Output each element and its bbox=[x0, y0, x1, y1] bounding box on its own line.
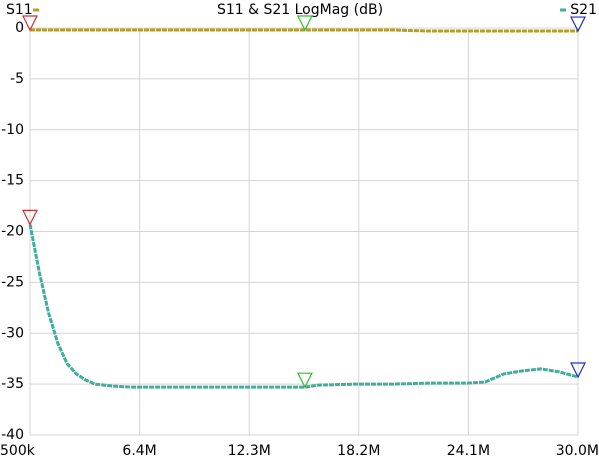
y-tick-label: -10 bbox=[1, 122, 24, 138]
x-tick-label: 18.2M bbox=[337, 443, 380, 459]
x-tick-label: 24.1M bbox=[447, 443, 490, 459]
series-line bbox=[28, 224, 579, 389]
y-tick-label: 0 bbox=[15, 20, 24, 36]
marker bbox=[570, 362, 586, 379]
y-tick-label: -15 bbox=[1, 173, 24, 189]
marker bbox=[22, 209, 38, 226]
chart-title: S11 & S21 LogMag (dB) bbox=[217, 2, 383, 18]
y-tick-label: -5 bbox=[10, 71, 24, 87]
x-tick-label: 30.0M bbox=[556, 443, 599, 459]
x-tick-label: 12.3M bbox=[228, 443, 271, 459]
marker bbox=[296, 15, 313, 32]
marker bbox=[296, 372, 313, 389]
legend-label: S11 bbox=[6, 2, 33, 18]
y-tick-label: -40 bbox=[1, 427, 24, 443]
legend-label: S21 bbox=[570, 2, 597, 18]
x-tick-label: 500k bbox=[0, 443, 36, 459]
y-tick-label: -30 bbox=[1, 325, 24, 341]
marker bbox=[22, 15, 38, 32]
y-tick-label: -20 bbox=[1, 224, 24, 240]
y-tick-label: -25 bbox=[1, 274, 24, 290]
y-tick-label: -35 bbox=[1, 376, 24, 392]
series-line bbox=[30, 28, 578, 33]
x-tick-label: 6.4M bbox=[122, 443, 156, 459]
marker bbox=[570, 16, 586, 33]
